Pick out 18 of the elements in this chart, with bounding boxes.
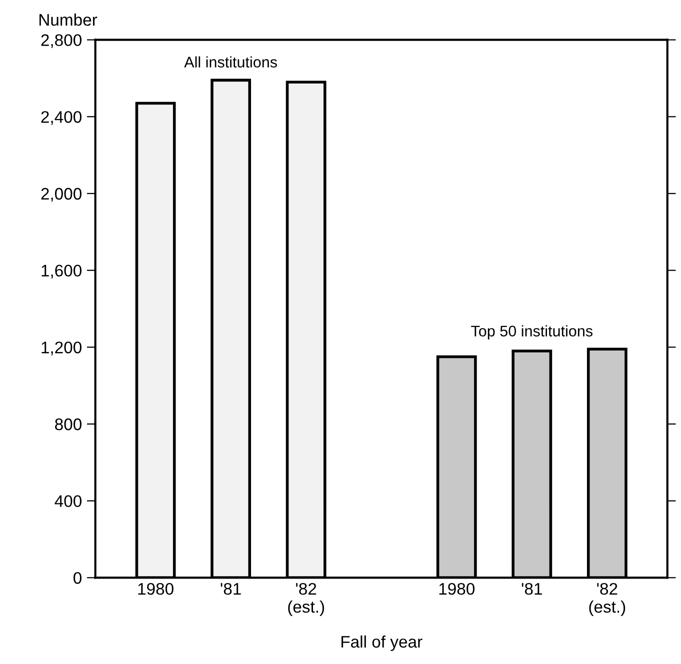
y-tick-label: 800 <box>55 418 82 430</box>
annotation: Top 50 institutions <box>471 325 592 340</box>
x-tick-label: '82 (est.) <box>589 582 626 616</box>
x-tick-label: '82 (est.) <box>288 582 324 616</box>
x-tick-label: '81 <box>220 582 241 595</box>
y-tick-label: 2,000 <box>41 188 82 202</box>
y-tick-label: 1,200 <box>42 342 82 356</box>
x-tick-label: 1980 <box>138 582 174 595</box>
annotation: All institutions <box>184 56 277 68</box>
y-tick-label: 1,600 <box>42 264 82 279</box>
x-tick-label: 1980 <box>439 582 475 595</box>
y-tick-label: 2,400 <box>41 111 82 125</box>
y-tick-label: 400 <box>54 495 82 508</box>
x-tick-label: '81 <box>522 582 542 595</box>
x-axis-title: Fall of year <box>342 635 422 652</box>
y-tick-label: 2,800 <box>41 34 82 48</box>
y-axis-title: Number <box>40 14 98 26</box>
y-tick-label: 0 <box>74 572 82 584</box>
